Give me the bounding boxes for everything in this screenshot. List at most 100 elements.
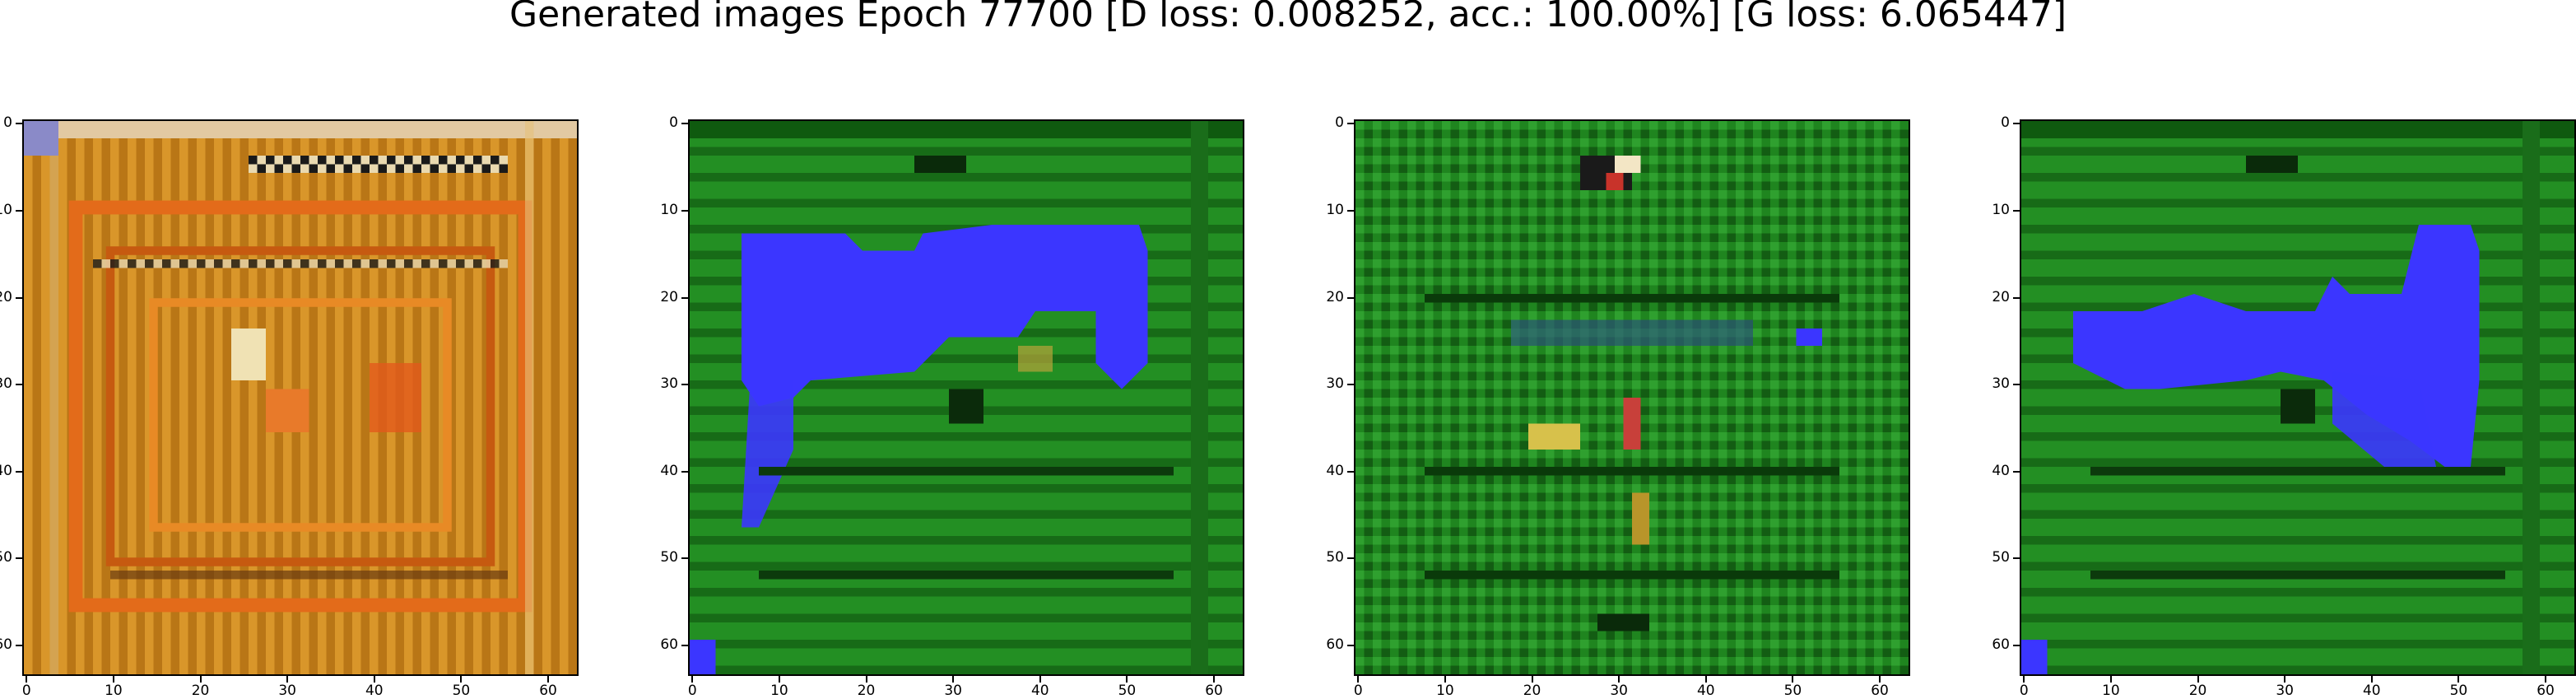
figure-title: Generated images Epoch 77700 [D loss: 0.… <box>509 0 2067 35</box>
y-tick-label: 60 <box>1326 636 1344 654</box>
y-tick-label: 0 <box>669 114 678 132</box>
x-tick <box>1618 676 1620 683</box>
x-tick-label: 20 <box>2188 683 2207 699</box>
x-tick <box>2197 676 2199 683</box>
x-tick <box>1213 676 1216 683</box>
x-tick-label: 10 <box>105 683 123 699</box>
y-tick-label: 50 <box>0 549 12 566</box>
x-tick <box>2457 676 2460 683</box>
x-tick-label: 20 <box>857 683 876 699</box>
x-tick <box>1792 676 1794 683</box>
y-tick <box>16 470 22 473</box>
x-tick <box>1444 676 1446 683</box>
y-tick-label: 60 <box>1992 636 2010 654</box>
image-2-pixels <box>690 121 1243 674</box>
y-tick-label: 40 <box>660 462 678 479</box>
x-tick <box>1126 676 1128 683</box>
x-tick-label: 50 <box>2449 683 2468 699</box>
x-tick-label: 20 <box>191 683 210 699</box>
y-tick-label: 20 <box>1992 288 2010 305</box>
y-tick <box>16 384 22 386</box>
y-tick <box>1347 645 1354 647</box>
y-tick <box>2013 470 2020 473</box>
y-tick <box>2013 296 2020 299</box>
y-tick <box>681 296 688 299</box>
y-tick <box>681 123 688 125</box>
x-tick <box>952 676 955 683</box>
x-tick <box>460 676 463 683</box>
y-tick-label: 50 <box>1992 549 2010 566</box>
x-tick <box>1039 676 1041 683</box>
x-tick-label: 60 <box>1871 683 1889 699</box>
x-tick-label: 10 <box>2102 683 2120 699</box>
y-tick-label: 30 <box>1992 375 2010 393</box>
y-tick <box>2013 123 2020 125</box>
y-tick-label: 20 <box>1326 288 1344 305</box>
x-tick <box>778 676 780 683</box>
y-tick-label: 20 <box>0 288 12 305</box>
x-tick-label: 40 <box>1696 683 1715 699</box>
y-tick-label: 40 <box>1992 462 2010 479</box>
y-tick <box>1347 209 1354 212</box>
x-tick <box>1879 676 1881 683</box>
x-tick-label: 20 <box>1523 683 1541 699</box>
y-tick-label: 60 <box>0 636 12 654</box>
y-tick <box>16 557 22 560</box>
generated-image-2 <box>688 119 1244 676</box>
y-tick <box>16 209 22 212</box>
generated-image-1 <box>22 119 579 676</box>
x-tick-label: 0 <box>687 683 697 699</box>
image-4-pixels <box>2021 121 2574 674</box>
x-tick-label: 40 <box>2362 683 2381 699</box>
x-tick-label: 50 <box>1783 683 1802 699</box>
y-tick <box>2013 384 2020 386</box>
x-tick-label: 0 <box>1353 683 1363 699</box>
x-tick-label: 50 <box>452 683 471 699</box>
x-tick <box>199 676 202 683</box>
y-tick-label: 30 <box>1326 375 1344 393</box>
x-tick-label: 60 <box>1205 683 1223 699</box>
x-tick <box>2109 676 2112 683</box>
x-tick-label: 50 <box>1118 683 1137 699</box>
x-tick <box>26 676 28 683</box>
y-tick-label: 0 <box>2001 114 2010 132</box>
y-tick-label: 10 <box>1992 201 2010 218</box>
x-tick-label: 10 <box>1436 683 1454 699</box>
x-tick <box>865 676 867 683</box>
y-tick <box>1347 296 1354 299</box>
x-tick <box>1704 676 1707 683</box>
x-tick-label: 30 <box>1610 683 1628 699</box>
y-tick <box>2013 557 2020 560</box>
y-tick-label: 0 <box>3 114 12 132</box>
x-tick-label: 40 <box>365 683 384 699</box>
x-tick <box>2023 676 2025 683</box>
y-tick <box>2013 645 2020 647</box>
x-tick-label: 60 <box>2536 683 2555 699</box>
y-tick-label: 10 <box>1326 201 1344 218</box>
y-tick <box>1347 123 1354 125</box>
x-tick-label: 60 <box>539 683 557 699</box>
y-tick-label: 0 <box>1335 114 1344 132</box>
y-tick-label: 50 <box>1326 549 1344 566</box>
y-tick-label: 10 <box>660 201 678 218</box>
y-tick-label: 60 <box>660 636 678 654</box>
x-tick-label: 30 <box>2276 683 2294 699</box>
y-tick <box>16 123 22 125</box>
y-tick <box>2013 209 2020 212</box>
x-tick <box>286 676 289 683</box>
generated-image-4 <box>2020 119 2576 676</box>
y-tick <box>681 470 688 473</box>
x-tick <box>1357 676 1360 683</box>
y-tick-label: 10 <box>0 201 12 218</box>
generated-image-3 <box>1354 119 1910 676</box>
y-tick <box>1347 557 1354 560</box>
x-tick-label: 30 <box>278 683 296 699</box>
x-tick-label: 0 <box>2019 683 2029 699</box>
x-tick <box>2284 676 2286 683</box>
y-tick <box>1347 470 1354 473</box>
y-tick <box>1347 384 1354 386</box>
y-tick <box>16 645 22 647</box>
y-tick-label: 20 <box>660 288 678 305</box>
x-tick-label: 10 <box>770 683 788 699</box>
y-tick <box>681 209 688 212</box>
